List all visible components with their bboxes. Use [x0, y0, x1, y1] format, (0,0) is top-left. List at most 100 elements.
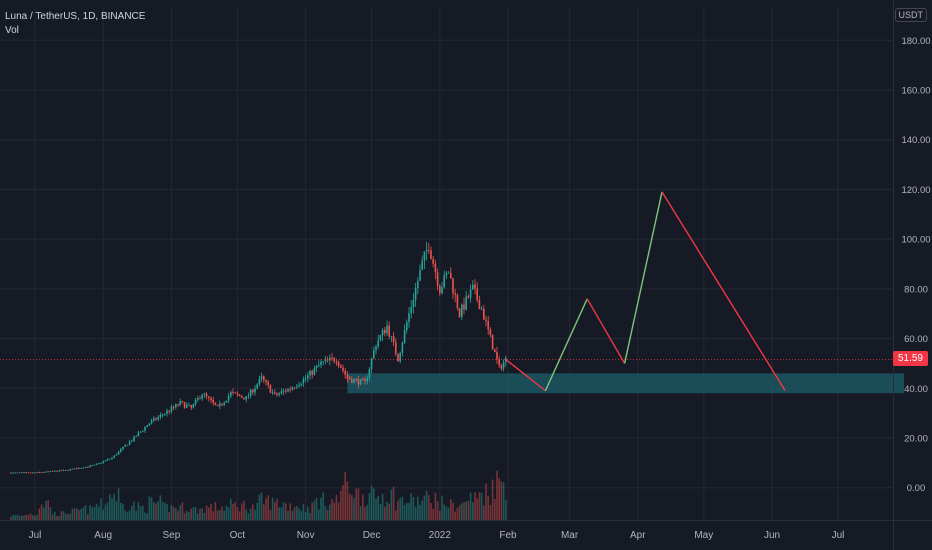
volume-bar — [263, 504, 265, 520]
symbol-title[interactable]: Luna / TetherUS, 1D, BINANCE — [5, 11, 146, 22]
candle-body — [159, 414, 162, 418]
candle-body — [399, 352, 401, 362]
volume-bar — [216, 510, 219, 520]
volume-bar — [392, 486, 395, 520]
candle-body — [199, 398, 201, 399]
volume-bar — [366, 504, 368, 520]
volume-bar — [403, 505, 406, 520]
candle-body — [260, 376, 263, 379]
volume-bar — [463, 502, 465, 520]
candle-body — [472, 284, 474, 290]
volume-bar — [36, 514, 38, 520]
volume-bar — [441, 495, 443, 520]
volume-bar — [232, 503, 234, 520]
volume-bar — [51, 514, 54, 520]
volume-bar — [322, 492, 324, 520]
volume-bar — [32, 515, 34, 520]
volume-bar — [267, 495, 269, 520]
volume-bar — [245, 509, 247, 520]
candle-body — [287, 388, 289, 392]
candle-body — [337, 361, 340, 366]
volume-bar — [373, 488, 375, 520]
candle-body — [232, 392, 234, 393]
time-tick-label: May — [694, 530, 713, 541]
volume-bar — [146, 513, 148, 520]
volume-indicator-label[interactable]: Vol — [5, 25, 19, 36]
chart-legend: Luna / TetherUS, 1D, BINANCE Vol — [5, 10, 145, 38]
candle-body — [353, 379, 355, 383]
candle-body — [100, 462, 102, 464]
candle-body — [366, 377, 368, 382]
volume-bar — [331, 498, 333, 520]
candle-body — [293, 387, 296, 389]
volume-bar — [67, 513, 69, 520]
volume-bar — [260, 492, 263, 520]
volume-bar — [49, 507, 52, 520]
candle-body — [197, 398, 199, 400]
candle-body — [183, 402, 186, 408]
volume-bar — [243, 500, 245, 520]
price-axis[interactable]: 180.00 160.00 140.00 120.00 100.00 80.00 60.00… — [893, 0, 931, 550]
candle-body — [377, 340, 379, 347]
candle-body — [357, 379, 360, 385]
candle-body — [216, 404, 219, 406]
volume-bar — [461, 503, 463, 520]
candle-body — [245, 396, 247, 400]
volume-bar — [276, 499, 278, 520]
candle-body — [452, 278, 454, 294]
candle-body — [300, 383, 302, 386]
candle-body — [320, 361, 322, 365]
volume-bar — [285, 503, 287, 520]
volume-bar — [175, 508, 177, 520]
volume-bar — [487, 495, 489, 520]
volume-bar — [236, 506, 239, 520]
volume-bar — [318, 509, 320, 520]
volume-bar — [117, 488, 120, 520]
candle-body — [450, 272, 452, 279]
candle-body — [423, 251, 426, 261]
candle-body — [476, 288, 478, 300]
candle-body — [69, 469, 71, 471]
candle-body — [60, 470, 63, 472]
candle-body — [89, 465, 91, 467]
candle-body — [335, 361, 338, 363]
candle-body — [181, 401, 184, 403]
candle-body — [333, 357, 335, 362]
volume-bar — [445, 506, 448, 520]
candle-body — [170, 406, 173, 412]
volume-bar — [58, 515, 60, 520]
volume-bar — [120, 502, 122, 520]
support-zone-layer — [347, 373, 904, 394]
volume-bar — [274, 502, 276, 520]
volume-bar — [238, 511, 241, 520]
volume-bar — [425, 490, 428, 520]
volume-bar — [474, 492, 476, 520]
volume-bar — [155, 503, 157, 520]
volume-bar — [126, 512, 129, 520]
volume-bar — [282, 502, 285, 520]
candle-body — [414, 288, 417, 301]
candle-body — [430, 250, 432, 259]
volume-bar — [124, 510, 126, 520]
candle-body — [344, 370, 346, 375]
volume-bar — [62, 511, 65, 520]
volume-bar — [489, 505, 492, 520]
time-axis[interactable]: Jul Aug Sep Oct Nov Dec 2022 Feb Mar Apr May Jun Jul — [0, 520, 932, 542]
volume-bar — [212, 511, 214, 520]
candle-body — [210, 398, 212, 401]
volume-bar — [370, 485, 373, 520]
volume-bar — [148, 496, 151, 520]
candle-body — [454, 293, 456, 295]
currency-unit-badge[interactable]: USDT — [894, 8, 927, 22]
volume-bar — [54, 511, 56, 520]
projection-segment — [544, 298, 588, 392]
volume-bar — [87, 514, 89, 520]
volume-bar — [47, 500, 49, 520]
candle-body — [496, 352, 498, 360]
candle-body — [282, 390, 285, 392]
volume-bar — [265, 498, 267, 520]
volume-bar — [38, 508, 41, 520]
candle-body — [234, 392, 236, 394]
candle-body — [412, 300, 415, 307]
